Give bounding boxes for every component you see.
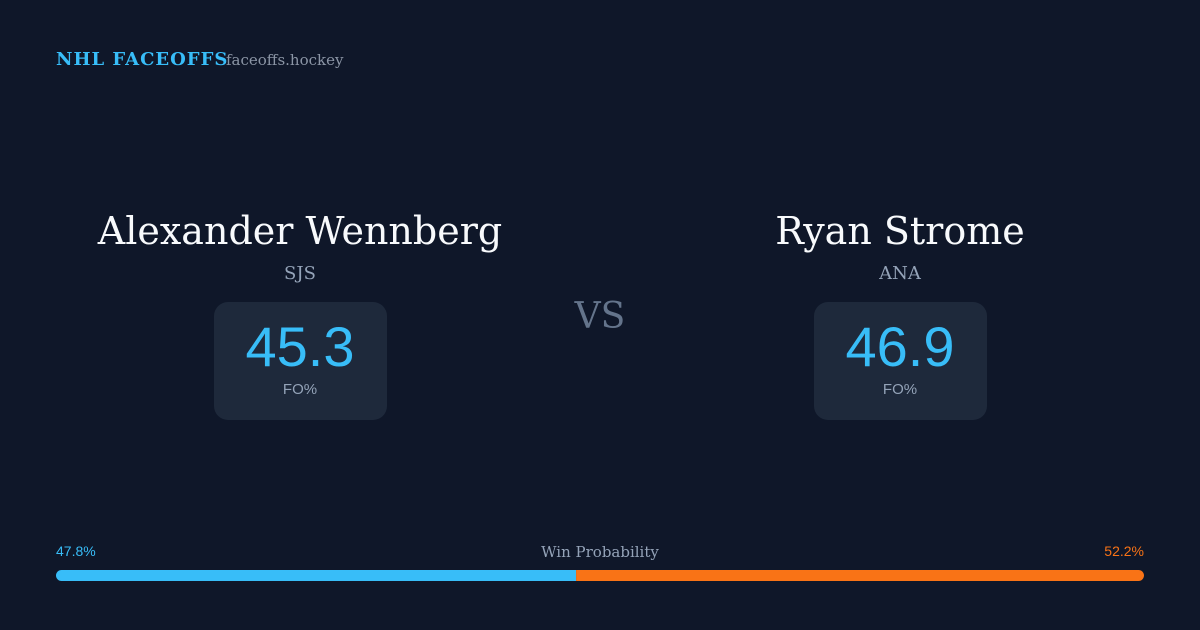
vs: VS bbox=[574, 296, 626, 337]
player-card: Ryan Strome ANA 46.9 FO% bbox=[600, 200, 1200, 420]
win-prob-title: Win Probability bbox=[541, 543, 659, 561]
win-prob-segment bbox=[576, 570, 1144, 581]
site: faceoffs.hockey bbox=[226, 51, 344, 69]
win-prob-label: 47.8% bbox=[56, 543, 96, 559]
stat-box: 46.9 FO% bbox=[813, 302, 987, 420]
team: ANA bbox=[879, 263, 921, 284]
brand: NHL FACEOFFS bbox=[56, 49, 229, 70]
stat-label: FO% bbox=[882, 381, 918, 398]
stat-label: FO% bbox=[282, 381, 318, 398]
win-prob-label: 52.2% bbox=[1104, 543, 1144, 559]
stat-box: 45.3 FO% bbox=[213, 302, 387, 420]
player-name: Ryan Strome bbox=[775, 209, 1025, 253]
player-name: Alexander Wennberg bbox=[97, 209, 503, 253]
team: SJS bbox=[284, 263, 316, 284]
stat-value: 45.3 bbox=[245, 315, 355, 378]
win-prob-segment bbox=[56, 570, 577, 581]
player-card: Alexander Wennberg SJS 45.3 FO% bbox=[0, 200, 600, 420]
stat-value: 46.9 bbox=[845, 315, 955, 378]
